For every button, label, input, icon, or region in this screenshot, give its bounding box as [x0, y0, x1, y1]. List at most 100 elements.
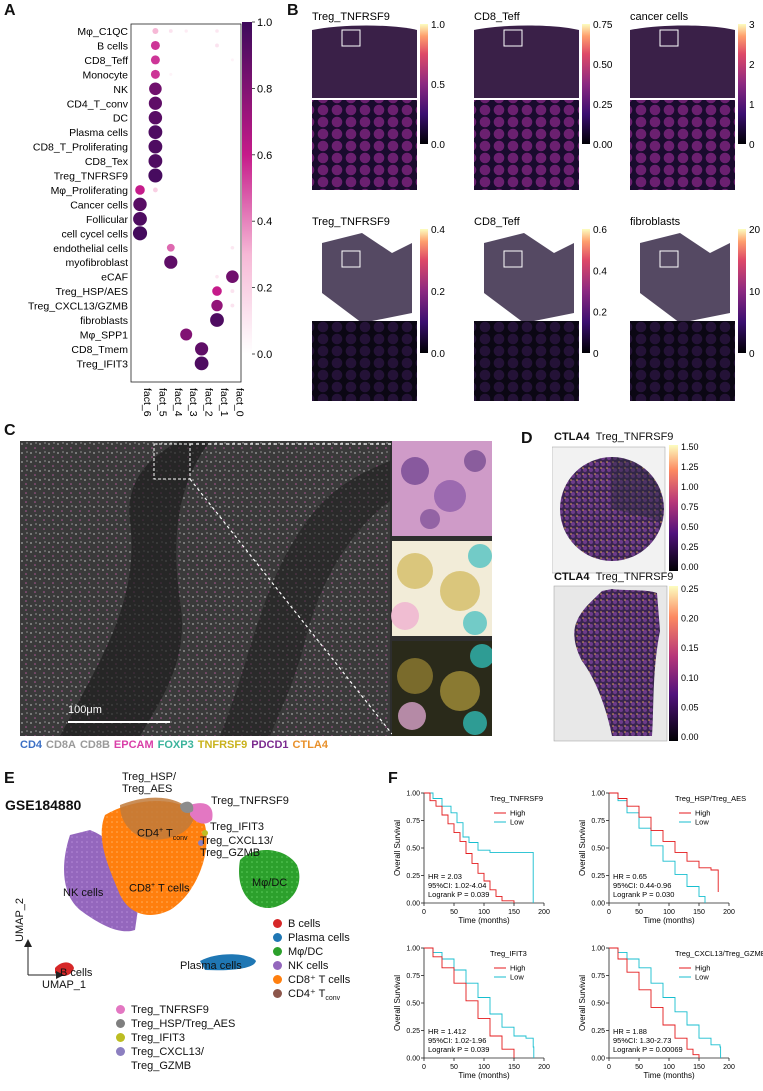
row-label: Mφ_C1QC	[77, 26, 128, 38]
colorbar-tick: 0.50	[593, 60, 613, 71]
legend-text: Plasma cells	[288, 932, 350, 944]
colorbar-tick: 0.25	[681, 542, 699, 552]
panel-label-a: A	[4, 2, 16, 19]
colorbar-tick: 1.00	[681, 482, 699, 492]
row-label: myofibroblast	[66, 257, 129, 269]
km-ytick: 0.50	[591, 1001, 605, 1008]
d-bottom-gene: CTLA4	[554, 571, 590, 583]
km-xtick: 100	[478, 1064, 490, 1071]
km-curve-low	[424, 792, 534, 903]
colorbar-tick: 1.0	[257, 17, 272, 29]
dot	[132, 226, 148, 241]
legend-item: CD8⁺ T cells	[273, 973, 350, 987]
row-label: Monocyte	[82, 69, 128, 81]
label-treg-hsp: Treg_HSP/Treg_AES	[122, 771, 176, 795]
treg-tnfrsf9-cluster	[190, 803, 213, 824]
km-xlabel: Time (months)	[458, 1071, 510, 1080]
dot	[133, 211, 147, 226]
km-ytick: 0.25	[591, 1028, 605, 1035]
dot	[150, 69, 160, 79]
dot	[152, 28, 159, 34]
spatial-map: CD8_Teff 0.6 0.4 0.2 0	[474, 216, 607, 401]
row-label: B cells	[97, 40, 128, 52]
row-label: eCAF	[101, 272, 128, 284]
colorbar-tick: 0.50	[681, 522, 699, 532]
km-ylabel: Overall Survival	[578, 975, 587, 1031]
colorbar-tick: 1	[749, 100, 755, 111]
colorbar-tick: 0.6	[593, 225, 607, 236]
panel-label-c: C	[4, 422, 16, 439]
legend-item: Treg_TNFRSF9	[116, 1003, 235, 1017]
colorbar-tick: 0.00	[681, 732, 699, 742]
km-ylabel: Overall Survival	[393, 820, 402, 876]
legend-item: Treg_IFIT3	[116, 1031, 235, 1045]
treg-hsp-cluster	[180, 801, 194, 813]
dot	[133, 197, 147, 212]
spatial-map: fibroblasts 20 10 0	[630, 216, 761, 401]
legend-item: NK cells	[273, 959, 350, 973]
legend-swatch	[273, 947, 282, 956]
colorbar-tick: 0.4	[593, 266, 607, 277]
legend-swatch	[273, 919, 282, 928]
km-curve-high	[609, 947, 700, 1058]
km-xtick: 200	[538, 1064, 550, 1071]
colorbar-tick: 0.4	[431, 225, 445, 236]
colorbar-d-bottom	[669, 586, 678, 741]
col-label: fact_4	[172, 388, 184, 417]
label-mdc: Mφ/DC	[252, 877, 288, 889]
colorbar-tick: 0.2	[593, 308, 607, 319]
km-xtick: 200	[538, 909, 550, 916]
km-xtick: 50	[635, 1064, 643, 1071]
km-curve-low	[609, 947, 722, 1058]
colorbar-tick: 0	[593, 349, 599, 360]
km-title: Treg_TNFRSF9	[490, 794, 543, 803]
colorbar-tick: 0.0	[257, 349, 272, 361]
spatial-map: Treg_TNFRSF9 1.0 0.5 0.0	[312, 11, 445, 190]
label-b-cells: B cells	[60, 967, 93, 979]
legend-item: Treg_HSP/Treg_AES	[116, 1017, 235, 1031]
legend-swatch	[273, 975, 282, 984]
channel-epcam: EPCAM	[113, 739, 154, 751]
label-cd4: CD4+ Tconv	[137, 827, 187, 842]
legend-sub: conv	[325, 995, 341, 1003]
colorbar-tick: 2	[749, 60, 755, 71]
row-label: Follicular	[86, 214, 129, 226]
km-xtick: 100	[663, 1064, 675, 1071]
label-cd4-sup: +	[159, 827, 164, 834]
label-cd8: CD8+ T cells	[129, 882, 190, 895]
colorbar-tick: 1.50	[681, 442, 699, 452]
km-plot: 0.00 0.25 0.50 0.75 1.00 0 50 100 150 200 Overall …	[578, 791, 746, 926]
treg-ifit3-cluster	[202, 830, 208, 836]
km-xlabel: Time (months)	[458, 916, 510, 925]
plasma-cells-cluster	[200, 954, 256, 971]
km-ytick: 0.50	[406, 1001, 420, 1008]
km-legend-high: High	[510, 809, 525, 818]
scale-bar-label: 100μm	[68, 704, 102, 716]
d-top-cell: Treg_TNFRSF9	[595, 431, 674, 443]
colorbar-tick: 0.00	[681, 562, 699, 572]
dot	[135, 185, 145, 195]
dot	[230, 303, 235, 308]
km-ytick: 0.75	[591, 818, 605, 825]
km-ytick: 0.75	[406, 818, 420, 825]
legend-text: Treg_TNFRSF9	[131, 1004, 209, 1016]
label-treg-cxcl13-2: Treg_GZMB	[200, 847, 261, 859]
dot	[212, 286, 222, 296]
colorbar-tick: 1.25	[681, 462, 699, 472]
col-label: fact_1	[218, 388, 230, 417]
spatial-map-title: CD8_Teff	[474, 216, 521, 228]
legend-swatch	[273, 961, 282, 970]
row-label: Plasma cells	[69, 127, 128, 139]
colorbar-tick: 0.25	[681, 584, 699, 594]
km-xtick: 0	[607, 909, 611, 916]
km-xtick: 50	[450, 1064, 458, 1071]
km-xtick: 150	[508, 1064, 520, 1071]
colorbar-tick: 0.25	[593, 100, 613, 111]
km-ytick: 0.75	[406, 973, 420, 980]
legend-item: Mφ/DC	[273, 945, 350, 959]
cd4-cluster	[120, 797, 195, 840]
spatial-map: cancer cells 3 2 1 0	[630, 11, 755, 190]
label-treg-cxcl13: Treg_CXCL13/Treg_GZMB	[200, 835, 273, 859]
legend-text: Mφ/DC	[288, 946, 324, 958]
label-treg-cxcl13-1: Treg_CXCL13/	[200, 835, 273, 847]
